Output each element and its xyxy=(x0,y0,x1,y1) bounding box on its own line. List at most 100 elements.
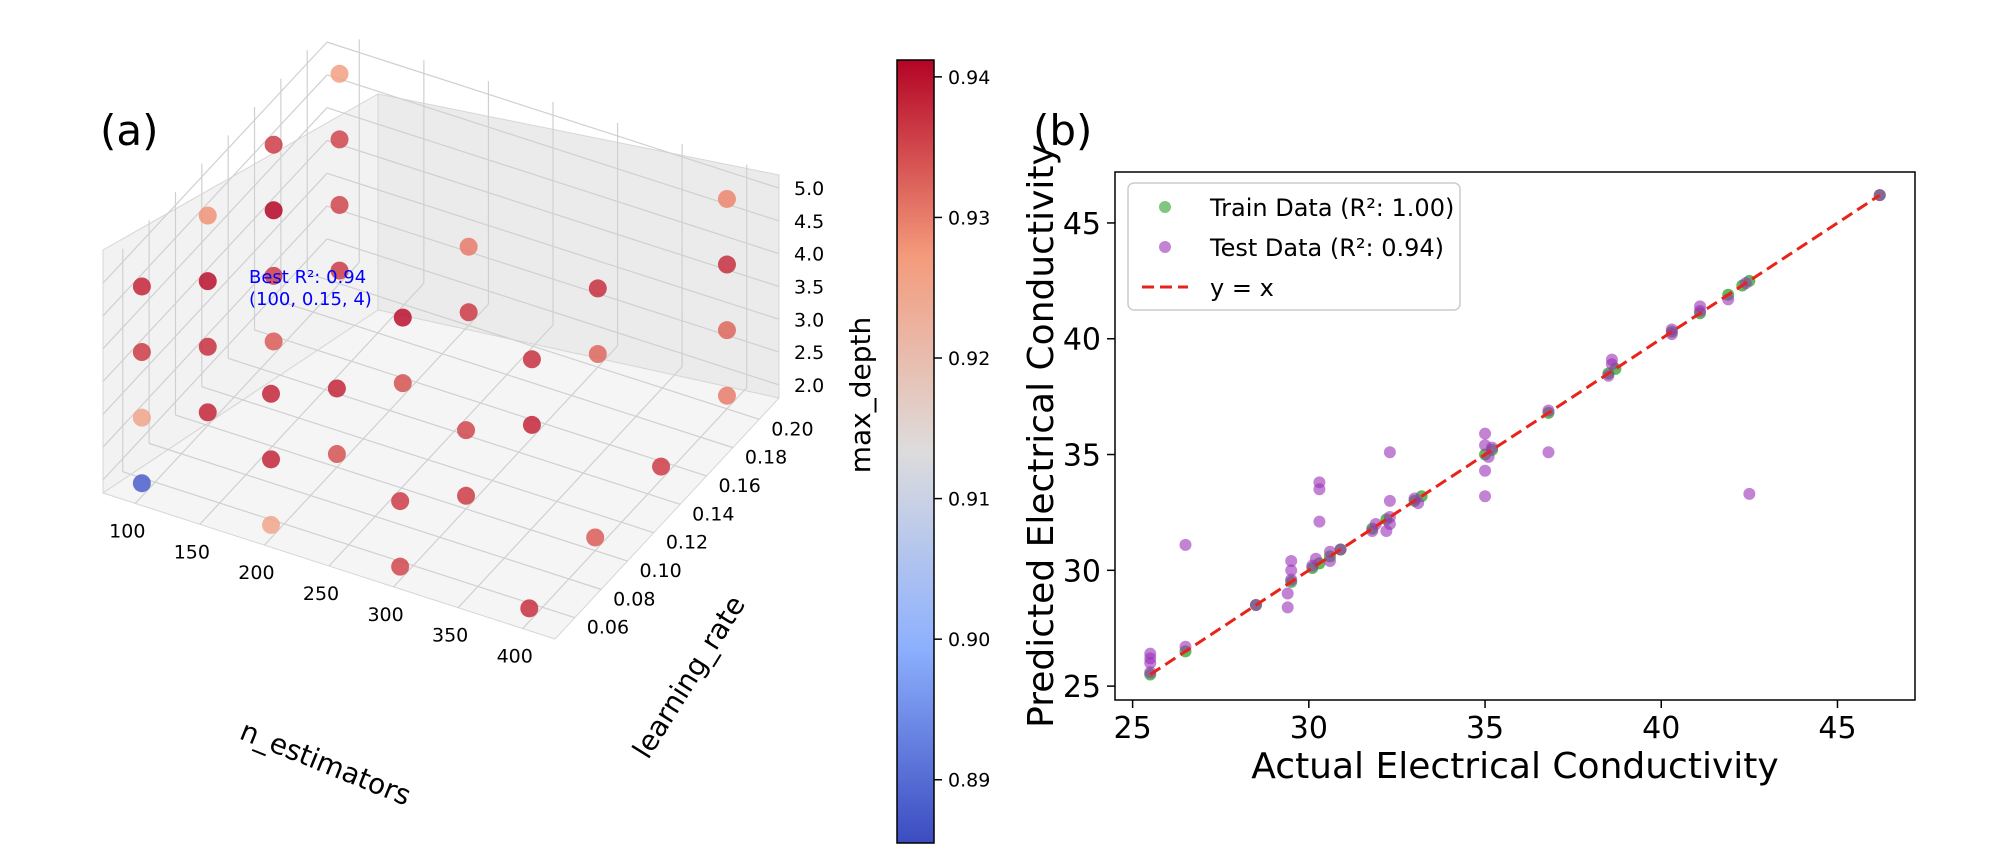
colorbar-tick-label: 0.90 xyxy=(948,629,990,651)
ticks-3d: 100 150 200 250 300 350 400 0.06 0.08 0.10 0.12 0.1… xyxy=(109,178,824,667)
data-point-3d xyxy=(717,386,736,405)
ztick-label: 2.0 xyxy=(794,375,824,397)
grid-line xyxy=(199,282,425,525)
data-point-3d xyxy=(391,557,410,576)
xtick-label: 40 xyxy=(1642,711,1680,746)
ytick-label: 40 xyxy=(1063,323,1101,358)
data-point-3d xyxy=(457,486,476,505)
test-point xyxy=(1313,515,1326,528)
ytick-label: 0.06 xyxy=(587,617,629,639)
ytick-label: 25 xyxy=(1063,670,1101,705)
grid-line xyxy=(201,386,655,534)
grid-line xyxy=(102,172,328,415)
points-3d xyxy=(132,64,736,618)
legend: Train Data (R²: 1.00) Test Data (R²: 0.9… xyxy=(1127,182,1461,311)
ztick-label: 3.5 xyxy=(794,277,824,299)
data-point-3d xyxy=(717,255,736,274)
colorbar xyxy=(896,59,935,844)
grid-line xyxy=(393,345,619,588)
grid-line xyxy=(134,262,360,504)
ytick-label: 0.16 xyxy=(719,475,761,497)
grid-line xyxy=(326,74,780,222)
data-point-3d xyxy=(264,201,283,220)
ztick-label: 3.0 xyxy=(794,309,824,331)
test-point xyxy=(1383,446,1396,459)
colorbar-ticks: 0.89 0.90 0.91 0.92 0.93 0.94 xyxy=(934,67,990,792)
ytick-label: 0.20 xyxy=(771,418,813,440)
xtick-label: 200 xyxy=(238,562,274,584)
scatter-chart: 25 30 35 40 45 25 30 35 40 45 xyxy=(1063,171,1916,746)
xlabel-actual: Actual Electrical Conductivity xyxy=(1251,746,1778,787)
grid-line xyxy=(326,41,780,189)
ztick-label: 4.0 xyxy=(794,244,824,266)
data-point-3d xyxy=(264,266,283,285)
xtick-label: 30 xyxy=(1290,711,1328,746)
data-point-3d xyxy=(459,303,478,322)
test-point xyxy=(1323,545,1336,558)
data-point-3d xyxy=(393,308,412,327)
test-point xyxy=(1383,518,1396,530)
data-point-3d xyxy=(262,515,281,534)
grid-line xyxy=(102,107,328,350)
legend-test-label: Test Data (R²: 0.94) xyxy=(1209,234,1444,262)
test-point xyxy=(1479,490,1492,503)
grid-line xyxy=(280,301,734,449)
data-point-3d xyxy=(457,421,476,440)
scatter3d-chart: 100 150 200 250 300 350 400 0.06 0.08 0.10 0.12 0.1… xyxy=(101,39,824,668)
data-point-3d xyxy=(132,343,151,362)
test-point xyxy=(1144,666,1157,679)
grid-line xyxy=(254,329,707,477)
data-point-3d xyxy=(520,599,539,618)
grid-line xyxy=(326,238,780,386)
data-point-3d xyxy=(198,403,217,422)
grid-line xyxy=(326,172,780,320)
ticks-2d: 25 30 35 40 45 25 30 35 40 45 xyxy=(1063,207,1857,746)
grid-line xyxy=(457,366,683,609)
test-point xyxy=(1605,353,1618,366)
ytick-label: 45 xyxy=(1063,207,1101,242)
grid-line xyxy=(102,238,328,481)
colorbar-tick-label: 0.92 xyxy=(948,348,990,370)
data-point-3d xyxy=(327,445,346,464)
xtick-label: 150 xyxy=(174,541,210,563)
data-point-3d xyxy=(132,408,151,427)
grid-line xyxy=(122,471,575,619)
grid-line xyxy=(263,303,489,546)
test-point xyxy=(1743,487,1756,500)
colorbar-tick-label: 0.91 xyxy=(948,489,990,511)
data-point-3d xyxy=(262,384,281,403)
grid-line xyxy=(227,357,681,505)
data-point-3d xyxy=(264,135,283,154)
xtick-label: 400 xyxy=(497,646,533,668)
data-point-3d xyxy=(132,474,151,493)
data-point-3d xyxy=(522,350,541,369)
data-point-3d xyxy=(198,337,217,356)
ylabel-predicted: Predicted Electrical Conductivity xyxy=(1021,144,1062,728)
legend-box xyxy=(1127,182,1461,311)
panel-label-a: (a) xyxy=(100,106,159,155)
test-point xyxy=(1313,483,1326,496)
legend-train-label: Train Data (R²: 1.00) xyxy=(1209,194,1454,222)
data-point-3d xyxy=(588,345,607,364)
grid-line xyxy=(326,107,780,255)
ytick-label: 0.14 xyxy=(692,503,734,525)
test-point xyxy=(1285,564,1298,577)
ytick-label: 35 xyxy=(1063,439,1101,474)
test-point xyxy=(1479,464,1492,477)
grid-line xyxy=(328,324,554,567)
grid-line xyxy=(102,41,328,284)
diagonal-line xyxy=(1149,193,1881,676)
data-point-3d xyxy=(652,457,671,476)
test-point xyxy=(1323,555,1336,568)
test-point xyxy=(1309,552,1322,565)
ztick-label: 4.5 xyxy=(794,211,824,233)
best-annotation-line1: Best R²: 0.94 xyxy=(249,267,366,288)
grid-3d xyxy=(102,39,780,629)
xtick-label: 25 xyxy=(1114,711,1152,746)
grid-line xyxy=(102,140,328,382)
colorbar-tick-label: 0.93 xyxy=(948,207,990,229)
ytick-label: 30 xyxy=(1063,554,1101,589)
data-point-3d xyxy=(132,277,151,296)
data-point-3d xyxy=(393,374,412,393)
test-point xyxy=(1281,587,1294,600)
